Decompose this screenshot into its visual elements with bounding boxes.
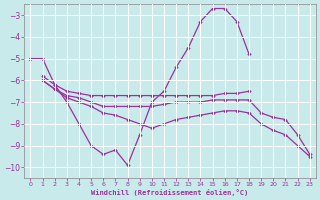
X-axis label: Windchill (Refroidissement éolien,°C): Windchill (Refroidissement éolien,°C) bbox=[92, 189, 249, 196]
